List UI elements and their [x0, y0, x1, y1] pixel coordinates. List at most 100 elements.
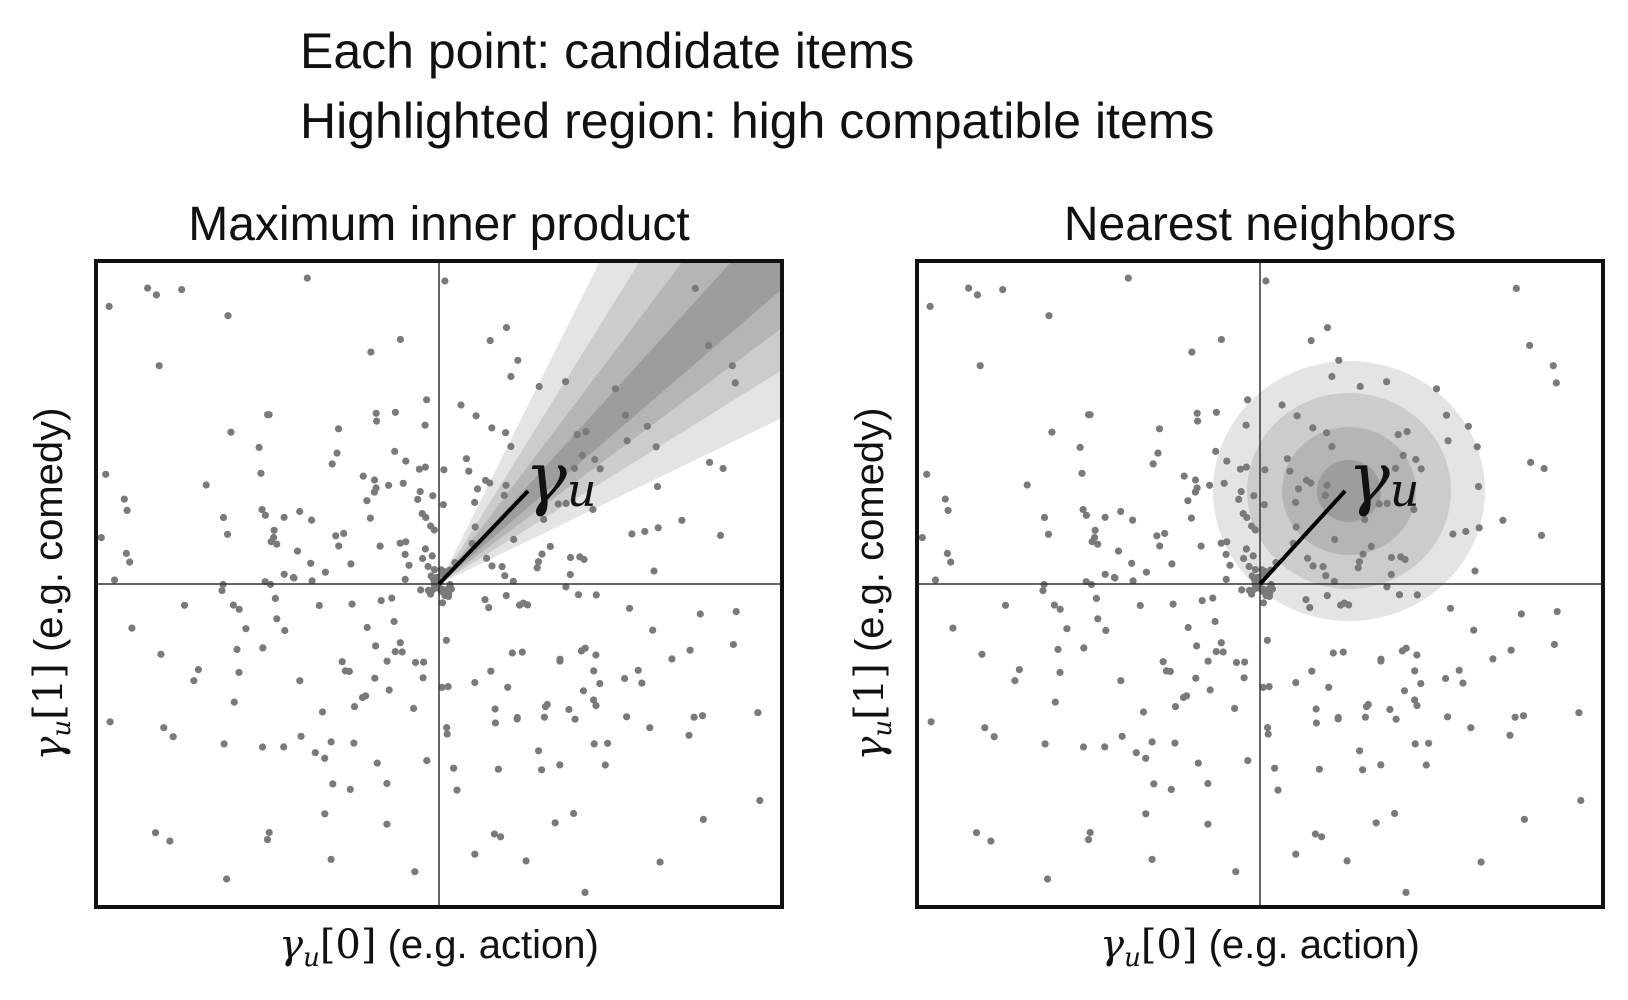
item-point: [1244, 757, 1252, 765]
panel-right-title: Nearest neighbors: [1064, 198, 1456, 251]
item-point: [1235, 495, 1243, 503]
item-point: [1526, 341, 1534, 349]
item-point: [388, 594, 396, 602]
panel-left-frame: [94, 259, 784, 909]
item-point: [926, 302, 934, 310]
item-point: [265, 828, 273, 837]
item-point: [611, 385, 620, 393]
item-point: [267, 538, 275, 546]
item-point: [510, 535, 518, 544]
item-point: [258, 506, 266, 514]
item-point: [1417, 465, 1425, 473]
item-point: [1167, 785, 1175, 794]
item-point: [1245, 562, 1253, 571]
item-point: [1334, 713, 1342, 722]
item-point: [652, 443, 660, 451]
item-point: [1169, 600, 1177, 608]
item-point: [1184, 497, 1192, 505]
item-point: [488, 424, 496, 432]
item-point: [1212, 648, 1220, 656]
item-point: [643, 422, 652, 430]
item-point: [1015, 666, 1024, 674]
item-point: [1261, 466, 1269, 474]
item-point: [1223, 457, 1231, 465]
item-point: [1507, 646, 1515, 654]
item-point: [421, 463, 429, 471]
item-point: [554, 500, 562, 508]
item-point: [1023, 481, 1031, 489]
item-point: [1251, 566, 1259, 574]
item-point: [1117, 677, 1125, 685]
item-point: [1309, 424, 1317, 432]
item-point: [487, 667, 495, 675]
item-point: [155, 362, 163, 370]
item-point: [1259, 599, 1268, 607]
item-point: [1377, 657, 1385, 665]
item-point: [396, 335, 404, 344]
item-point: [656, 858, 664, 866]
item-point: [1323, 592, 1331, 600]
item-point: [1149, 460, 1157, 468]
item-point: [514, 356, 522, 364]
item-point: [690, 713, 698, 721]
item-point: [1139, 708, 1148, 716]
item-point: [1401, 555, 1409, 564]
item-point: [1124, 274, 1132, 282]
item-point: [422, 513, 430, 522]
item-point: [372, 642, 380, 650]
panel-right-vector-label: γu: [1348, 437, 1419, 519]
item-point: [573, 431, 581, 439]
item-point: [1232, 868, 1240, 876]
item-point: [1101, 570, 1109, 578]
item-point: [1184, 623, 1192, 632]
item-point: [123, 506, 131, 514]
item-point: [371, 674, 379, 682]
item-point: [1459, 679, 1467, 687]
item-point: [1045, 312, 1053, 320]
item-point: [457, 401, 465, 409]
item-point: [590, 696, 598, 704]
item-point: [255, 443, 263, 451]
item-point: [1359, 550, 1367, 558]
item-point: [443, 730, 451, 738]
item-point: [396, 539, 404, 547]
item-point: [1355, 558, 1363, 566]
item-point: [540, 515, 548, 524]
item-point: [1399, 451, 1407, 459]
item-point: [308, 516, 316, 524]
item-point: [1264, 724, 1272, 732]
caption-line-1: Each point: candidate items: [300, 23, 915, 79]
item-point: [1278, 401, 1286, 409]
item-point: [340, 529, 348, 538]
item-point: [1094, 615, 1102, 623]
item-point: [1039, 587, 1047, 595]
item-point: [1553, 608, 1561, 616]
item-point: [502, 429, 510, 437]
item-point: [1142, 568, 1150, 576]
item-point: [638, 679, 646, 687]
item-point: [1250, 575, 1258, 583]
item-point: [1198, 597, 1206, 605]
item-point: [318, 708, 327, 716]
item-point: [949, 624, 957, 632]
item-point: [1577, 796, 1585, 805]
item-point: [424, 586, 432, 595]
item-point: [1319, 563, 1327, 571]
item-point: [1088, 538, 1096, 546]
item-point: [1354, 564, 1362, 572]
item-point: [367, 348, 375, 356]
item-point: [1238, 586, 1246, 594]
item-point: [383, 779, 391, 788]
item-point: [1056, 668, 1064, 677]
item-point: [1250, 492, 1258, 500]
item-point: [233, 645, 241, 654]
item-point: [1455, 666, 1463, 674]
item-point: [443, 724, 451, 732]
item-point: [972, 829, 981, 837]
item-point: [442, 636, 450, 644]
item-point: [973, 291, 982, 299]
item-point: [419, 674, 427, 682]
item-point: [578, 451, 586, 459]
item-point: [223, 875, 231, 883]
item-point: [976, 362, 984, 370]
